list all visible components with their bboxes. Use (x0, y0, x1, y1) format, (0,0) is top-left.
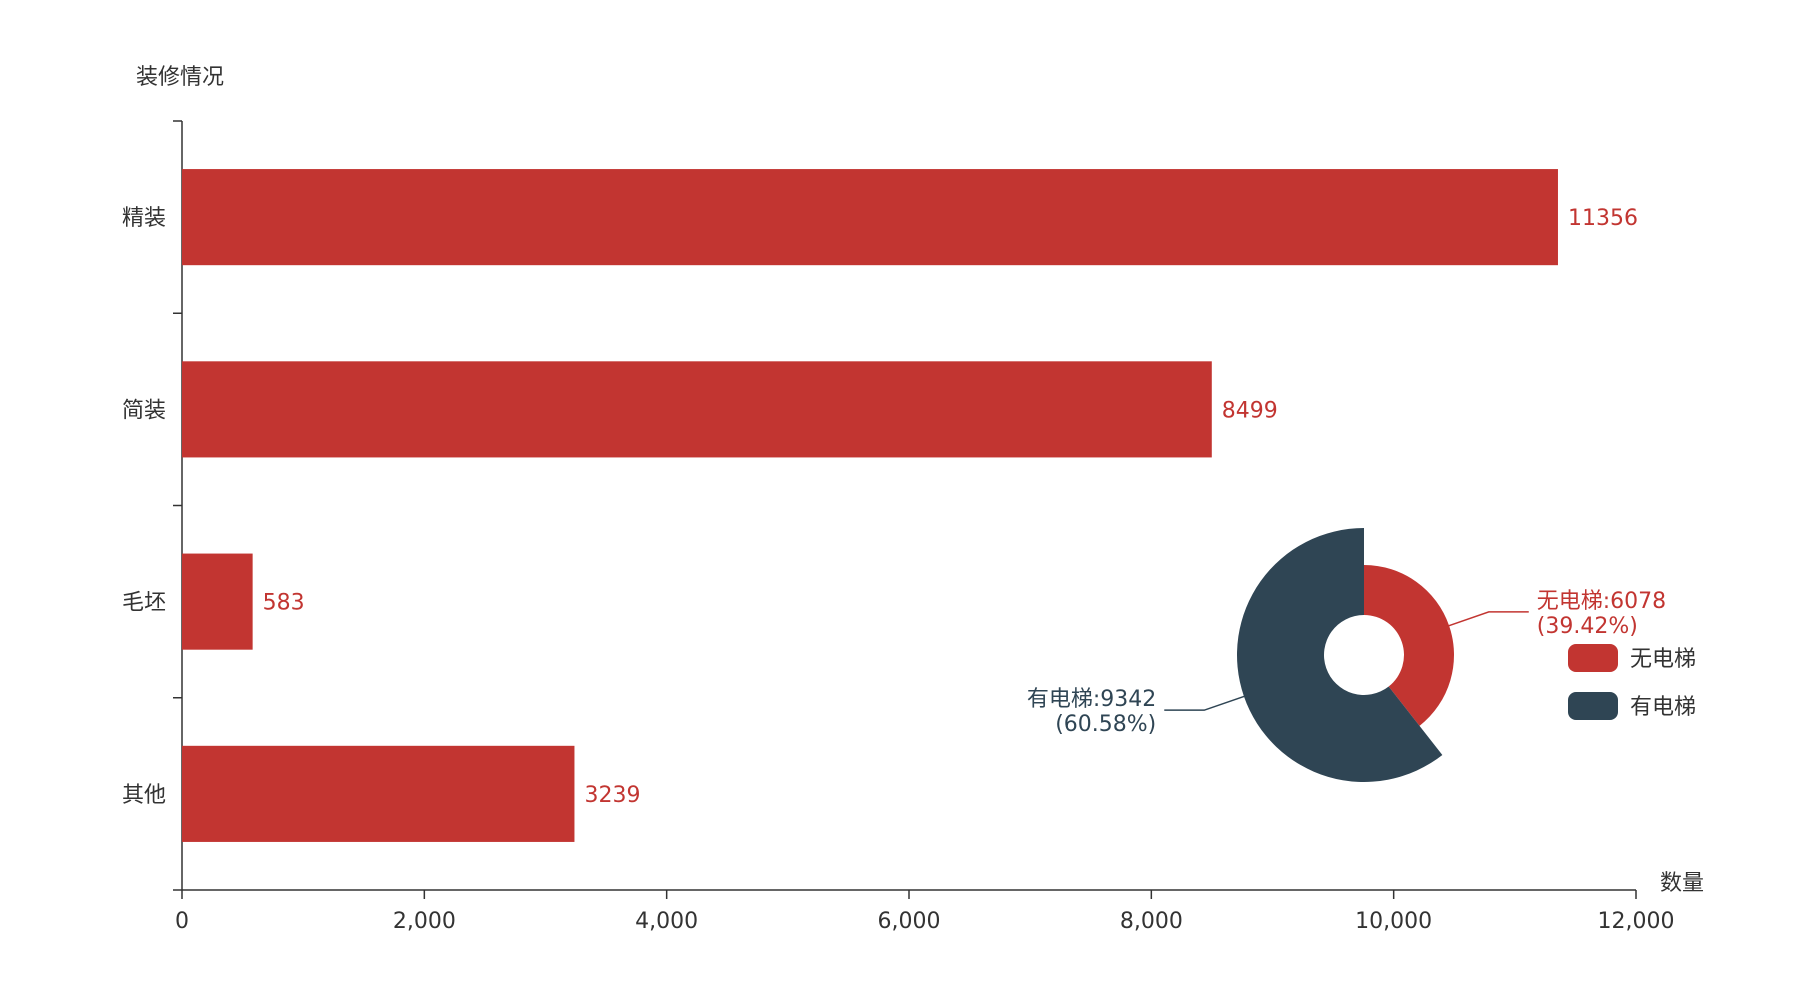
legend-label: 有电梯 (1630, 695, 1696, 720)
legend-swatch (1568, 644, 1618, 672)
pie-slice (1364, 565, 1454, 726)
x-axis-name: 数量 (1660, 871, 1704, 896)
y-tick-label: 其他 (122, 783, 166, 808)
pie-label: 无电梯:6078 (1537, 589, 1666, 614)
legend-item[interactable]: 有电梯 (1568, 692, 1696, 720)
bar (182, 745, 575, 842)
pie-label-line (1164, 695, 1247, 711)
y-tick-label: 简装 (122, 398, 166, 423)
x-tick-label: 0 (175, 909, 189, 934)
x-tick-label: 10,000 (1355, 909, 1432, 934)
bar-value-label: 3239 (584, 783, 640, 808)
pie-label-percent: (39.42%) (1537, 614, 1638, 639)
x-tick-label: 2,000 (393, 909, 456, 934)
bar (182, 169, 1558, 266)
y-tick-label: 精装 (122, 206, 166, 231)
x-tick-label: 12,000 (1598, 909, 1675, 934)
bar (182, 553, 253, 650)
bars (182, 169, 1558, 842)
pie-slice (1236, 528, 1443, 782)
pie-chart: 无电梯:6078(39.42%) 有电梯:9342(60.58%) (1027, 528, 1666, 782)
bar-value-label: 8499 (1222, 398, 1278, 423)
bar-value-label: 11356 (1568, 206, 1638, 231)
legend-item[interactable]: 无电梯 (1568, 644, 1696, 672)
bar (182, 361, 1212, 458)
y-tick-label: 毛坯 (122, 591, 166, 616)
x-tick-label: 8,000 (1120, 909, 1183, 934)
legend-swatch (1568, 692, 1618, 720)
pie-slices (1236, 528, 1454, 782)
bar-value-labels: 11356 8499 583 3239 (263, 206, 1638, 808)
y-axis-name: 装修情况 (136, 65, 224, 90)
pie-label-line (1446, 611, 1529, 627)
x-tick-label: 4,000 (635, 909, 698, 934)
legend-label: 无电梯 (1630, 647, 1696, 672)
pie-labels: 无电梯:6078(39.42%) 有电梯:9342(60.58%) (1027, 589, 1666, 737)
bar-value-label: 583 (263, 591, 305, 616)
pie-label: 有电梯:9342 (1027, 687, 1156, 712)
x-tick-label: 6,000 (878, 909, 941, 934)
x-axis-ticks: 0 2,000 4,000 6,000 8,000 10,000 12,000 (175, 890, 1674, 934)
pie-label-percent: (60.58%) (1055, 712, 1156, 737)
